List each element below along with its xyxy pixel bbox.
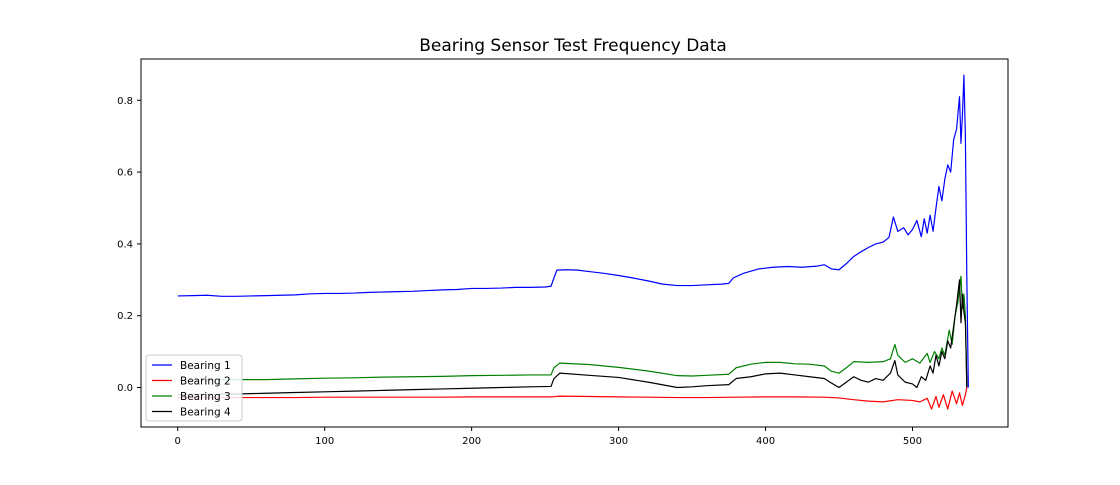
chart-title: Bearing Sensor Test Frequency Data — [419, 36, 727, 56]
series-line-bearing-4 — [177, 279, 968, 396]
y-tick-label: 0.4 — [117, 239, 133, 250]
legend-label-bearing-3: Bearing 3 — [180, 391, 231, 403]
x-tick-label: 0 — [175, 436, 181, 447]
series-line-bearing-2 — [177, 387, 968, 410]
x-tick-label: 400 — [756, 436, 775, 447]
legend-label-bearing-2: Bearing 2 — [180, 376, 231, 388]
x-tick-label: 100 — [315, 436, 334, 447]
y-tick-label: 0.0 — [117, 383, 133, 394]
y-tick-label: 0.8 — [117, 96, 133, 107]
x-tick-label: 500 — [903, 436, 922, 447]
x-tick-label: 200 — [462, 436, 481, 447]
legend-label-bearing-1: Bearing 1 — [180, 360, 231, 372]
plot-area — [177, 74, 969, 410]
legend-box — [145, 354, 243, 422]
legend: Bearing 1 Bearing 2 Bearing 3 Bearing 4 — [145, 354, 243, 422]
axes: 0 100 200 300 400 500 0.0 0.2 0.4 0.6 0.8 — [117, 58, 1009, 447]
x-tick-label: 300 — [609, 436, 628, 447]
y-tick-label: 0.6 — [117, 168, 133, 179]
series-line-bearing-3 — [177, 275, 968, 388]
y-tick-label: 0.2 — [117, 311, 133, 322]
legend-label-bearing-4: Bearing 4 — [180, 407, 231, 419]
axes-frame — [140, 58, 1009, 428]
series-line-bearing-1 — [177, 74, 969, 388]
